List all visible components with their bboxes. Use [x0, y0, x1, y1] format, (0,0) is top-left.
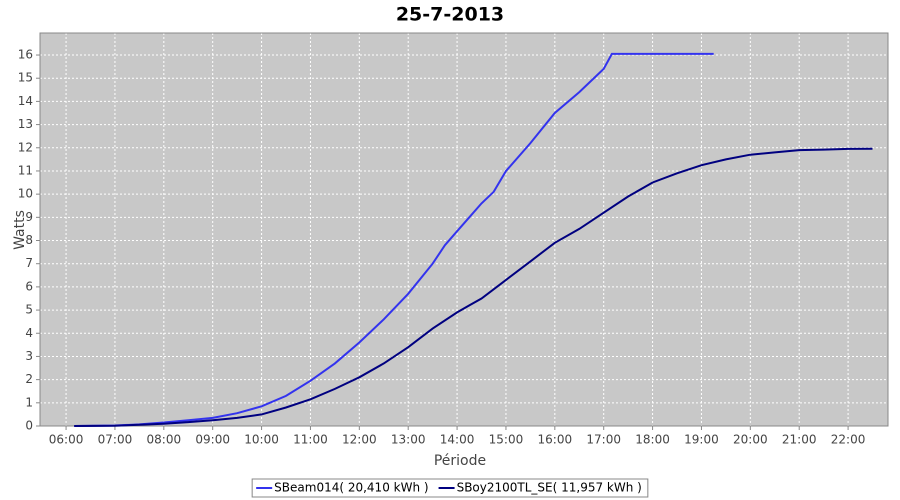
x-tick-label: 13:00 [391, 433, 426, 447]
x-tick-label: 11:00 [293, 433, 328, 447]
y-tick-label: 8 [25, 233, 33, 247]
y-tick-label: 10 [18, 187, 33, 201]
x-tick-label: 06:00 [49, 433, 84, 447]
y-tick-label: 7 [25, 256, 33, 270]
legend-item: SBeam014( 20,410 kWh ) [256, 481, 429, 495]
y-tick-label: 0 [25, 419, 33, 433]
x-tick-label: 14:00 [440, 433, 475, 447]
x-tick-label: 08:00 [147, 433, 182, 447]
x-tick-label: 22:00 [831, 433, 866, 447]
y-tick-label: 15 [18, 71, 33, 85]
x-tick-label: 16:00 [538, 433, 573, 447]
y-tick-label: 13 [18, 117, 33, 131]
plot-area [40, 33, 888, 426]
legend-item: SBoy2100TL_SE( 11,957 kWh ) [438, 481, 642, 495]
y-tick-label: 14 [18, 94, 33, 108]
legend: SBeam014( 20,410 kWh ) SBoy2100TL_SE( 11,… [251, 478, 649, 498]
y-axis-label: Watts [12, 210, 28, 250]
plot-border [39, 32, 889, 427]
y-tick-label: 16 [18, 48, 33, 62]
legend-text: SBoy2100TL_SE( 11,957 kWh ) [457, 481, 642, 495]
y-tick-label: 6 [25, 279, 33, 293]
chart-title: 25-7-2013 [396, 4, 504, 26]
y-tick-label: 9 [25, 210, 33, 224]
x-tick-label: 20:00 [733, 433, 768, 447]
x-tick-label: 09:00 [195, 433, 230, 447]
series-line [74, 52, 714, 427]
x-tick-label: 17:00 [586, 433, 621, 447]
y-tick-label: 11 [18, 163, 33, 177]
x-tick-label: 18:00 [635, 433, 670, 447]
series-line [74, 147, 873, 427]
x-tick-label: 07:00 [98, 433, 133, 447]
x-tick-label: 15:00 [489, 433, 524, 447]
x-tick-label: 19:00 [684, 433, 719, 447]
y-tick-label: 3 [25, 349, 33, 363]
x-tick-label: 21:00 [782, 433, 817, 447]
y-tick-label: 12 [18, 140, 33, 154]
x-axis-label: Période [434, 453, 486, 469]
y-tick-label: 1 [25, 395, 33, 409]
y-tick-label: 5 [25, 303, 33, 317]
y-tick-label: 4 [25, 326, 33, 340]
legend-text: SBeam014( 20,410 kWh ) [274, 481, 428, 495]
x-tick-label: 10:00 [244, 433, 279, 447]
y-tick-label: 2 [25, 372, 33, 386]
x-tick-label: 12:00 [342, 433, 377, 447]
